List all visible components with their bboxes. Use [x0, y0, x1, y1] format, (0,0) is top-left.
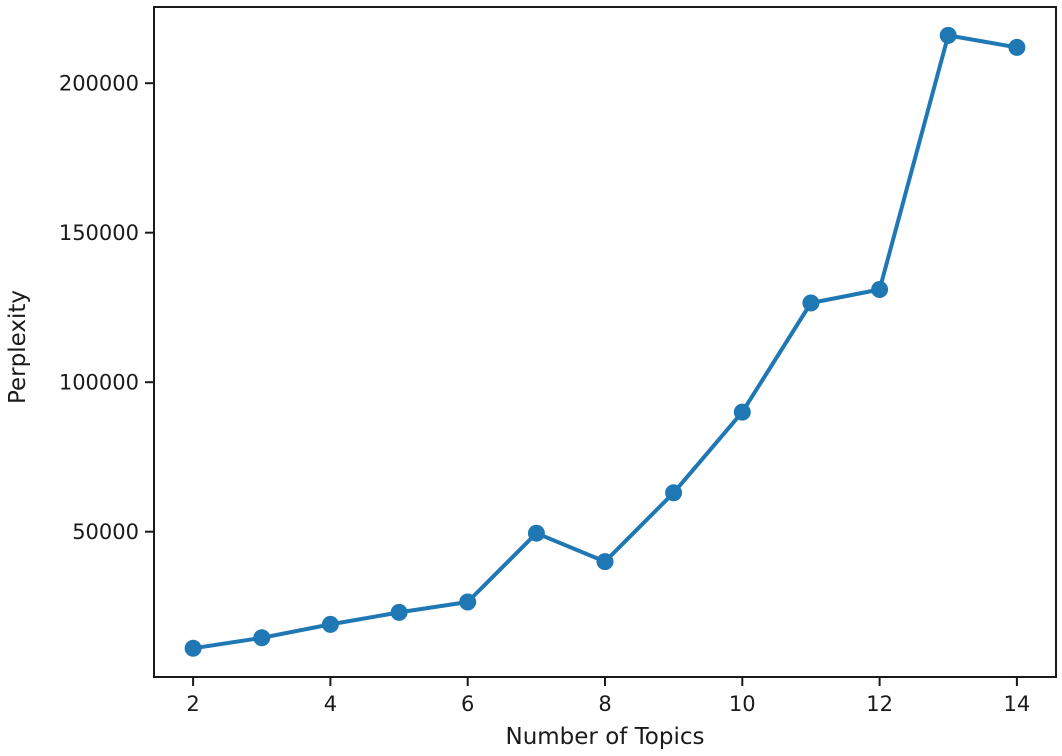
y-tick-label: 100000 [59, 371, 139, 395]
y-tick-label: 200000 [59, 72, 139, 96]
x-tick-label: 6 [461, 692, 474, 716]
data-point-marker [733, 403, 751, 421]
x-tick-label: 12 [866, 692, 893, 716]
plot-border [153, 6, 1057, 678]
data-point-marker [596, 553, 614, 571]
y-tick-label: 50000 [72, 520, 139, 544]
data-point-marker [1008, 38, 1026, 56]
data-point-marker [184, 639, 202, 657]
x-tick-label: 8 [598, 692, 611, 716]
x-tick-label: 14 [1004, 692, 1031, 716]
data-point-marker [321, 615, 339, 633]
data-point-marker [459, 593, 477, 611]
data-point-marker [665, 484, 683, 502]
y-axis-label: Perplexity [5, 289, 31, 405]
data-point-marker [253, 629, 271, 647]
data-point-marker [527, 524, 545, 542]
x-tick-label: 2 [186, 692, 199, 716]
data-point-marker [802, 294, 820, 312]
data-point-marker [390, 603, 408, 621]
x-axis-label: Number of Topics [505, 724, 705, 750]
x-tick-label: 4 [324, 692, 337, 716]
data-point-marker [939, 26, 957, 44]
x-tick-label: 10 [729, 692, 756, 716]
y-tick-label: 150000 [59, 221, 139, 245]
data-point-marker [871, 281, 889, 298]
